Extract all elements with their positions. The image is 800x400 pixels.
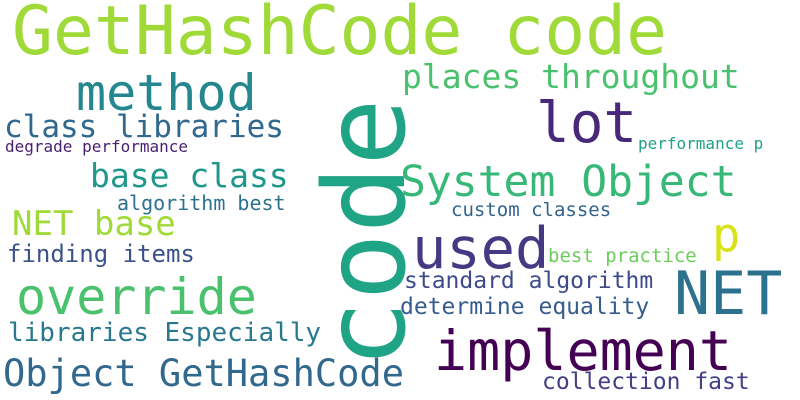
word-net: NET bbox=[674, 259, 783, 329]
word-method: method bbox=[76, 64, 257, 122]
word-p: p bbox=[712, 208, 741, 263]
word-performance-p: performance p bbox=[638, 134, 764, 153]
word-implement: implement bbox=[434, 319, 733, 383]
word-places-throughout: places throughout bbox=[402, 57, 740, 96]
word-class-libraries: class libraries bbox=[4, 109, 284, 145]
word-determine-equality: determine equality bbox=[400, 294, 650, 320]
word-system-object: System Object bbox=[400, 157, 737, 207]
word-finding-items: finding items bbox=[7, 240, 195, 268]
word-collection-fast: collection fast bbox=[542, 369, 750, 395]
word-lot: lot bbox=[536, 91, 638, 156]
word-override: override bbox=[16, 268, 257, 326]
word-standard-algorithm: standard algorithm bbox=[404, 268, 654, 294]
word-used: used bbox=[412, 216, 550, 282]
word-best-practice: best practice bbox=[548, 245, 697, 267]
word-net-base: NET base bbox=[12, 204, 176, 244]
word-code-vertical: code bbox=[301, 98, 431, 368]
word-gethashcode-code: GetHashCode code bbox=[12, 0, 668, 71]
word-algorithm-best: algorithm best bbox=[117, 191, 286, 215]
word-custom-classes: custom classes bbox=[451, 199, 612, 221]
word-base-class: base class bbox=[90, 156, 289, 195]
word-libraries-especially: libraries Especially bbox=[8, 318, 322, 348]
word-degrade-performance: degrade performance bbox=[5, 137, 189, 156]
word-object-gethashcode: Object GetHashCode bbox=[3, 352, 404, 395]
